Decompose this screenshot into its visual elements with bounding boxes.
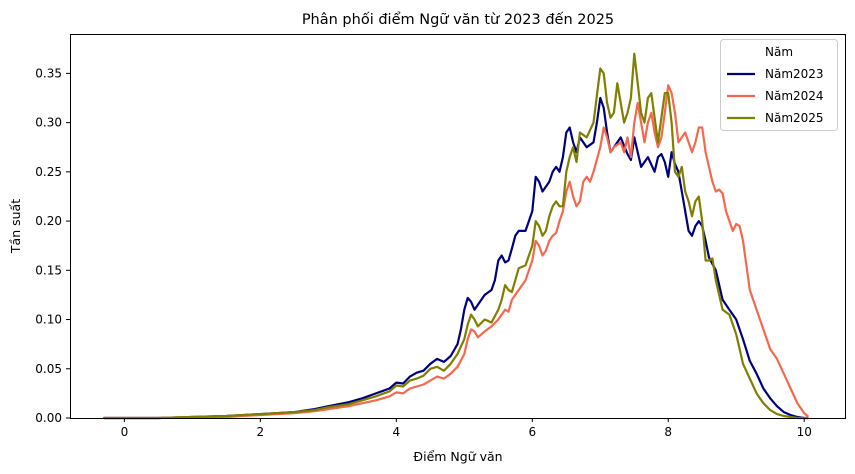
x-tick-label: 0 [121, 425, 129, 439]
y-tick-label: 0.30 [35, 116, 62, 130]
legend-label: Năm2023 [765, 67, 824, 81]
y-tick-label: 0.35 [35, 66, 62, 80]
y-tick-label: 0.05 [35, 362, 62, 376]
series-line-2 [102, 84, 809, 420]
legend-label: Năm2025 [765, 111, 824, 125]
legend-label: Năm2024 [765, 89, 824, 103]
x-tick-label: 10 [797, 425, 812, 439]
y-tick-label: 0.15 [35, 263, 62, 277]
legend: Năm Năm2023 Năm2024 Năm2025 [720, 39, 838, 131]
plot-frame [70, 34, 846, 419]
legend-title: Năm [765, 45, 793, 59]
y-axis: 0.00 0.05 0.10 0.15 0.20 0.25 0.30 0.35 [35, 66, 70, 425]
x-axis: 0 2 4 6 8 10 [121, 418, 812, 439]
legend-box [720, 39, 838, 131]
chart-title: Phân phối điểm Ngữ văn từ 2023 đến 2025 [302, 11, 614, 28]
x-tick-label: 2 [257, 425, 265, 439]
y-tick-label: 0.20 [35, 214, 62, 228]
series-line-3 [102, 52, 809, 420]
plot-lines [102, 52, 809, 420]
y-tick-label: 0.25 [35, 165, 62, 179]
y-tick-label: 0.10 [35, 313, 62, 327]
x-tick-label: 4 [392, 425, 400, 439]
x-tick-label: 8 [664, 425, 672, 439]
y-tick-label: 0.00 [35, 411, 62, 425]
y-axis-title: Tần suất [8, 199, 23, 254]
x-axis-title: Điểm Ngữ văn [413, 449, 502, 464]
x-tick-label: 6 [528, 425, 536, 439]
